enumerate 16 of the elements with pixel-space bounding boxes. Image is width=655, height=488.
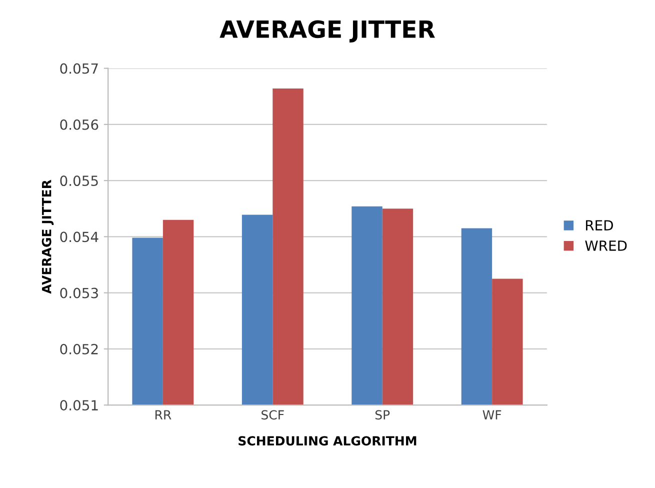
- y-tick-label: 0.051: [60, 400, 98, 411]
- y-tick-label: 0.052: [60, 344, 98, 354]
- y-tick-label: 0.056: [60, 119, 98, 130]
- y-axis-title: AVERAGE JITTER: [42, 180, 54, 294]
- x-tick-label: SP: [375, 410, 390, 420]
- chart-title: AVERAGE JITTER: [220, 20, 435, 42]
- x-tick-label: SCF: [262, 410, 284, 420]
- legend-label: WRED: [585, 240, 627, 251]
- x-tick-label: WF: [482, 410, 502, 420]
- x-axis-title: SCHEDULING ALGORITHM: [238, 436, 416, 446]
- y-tick-label: 0.053: [60, 288, 98, 298]
- legend-label: RED: [586, 220, 613, 230]
- y-tick-label: 0.054: [60, 232, 98, 242]
- y-tick-label: 0.055: [60, 176, 98, 186]
- y-tick-label: 0.057: [60, 63, 98, 74]
- x-tick-label: RR: [155, 410, 172, 420]
